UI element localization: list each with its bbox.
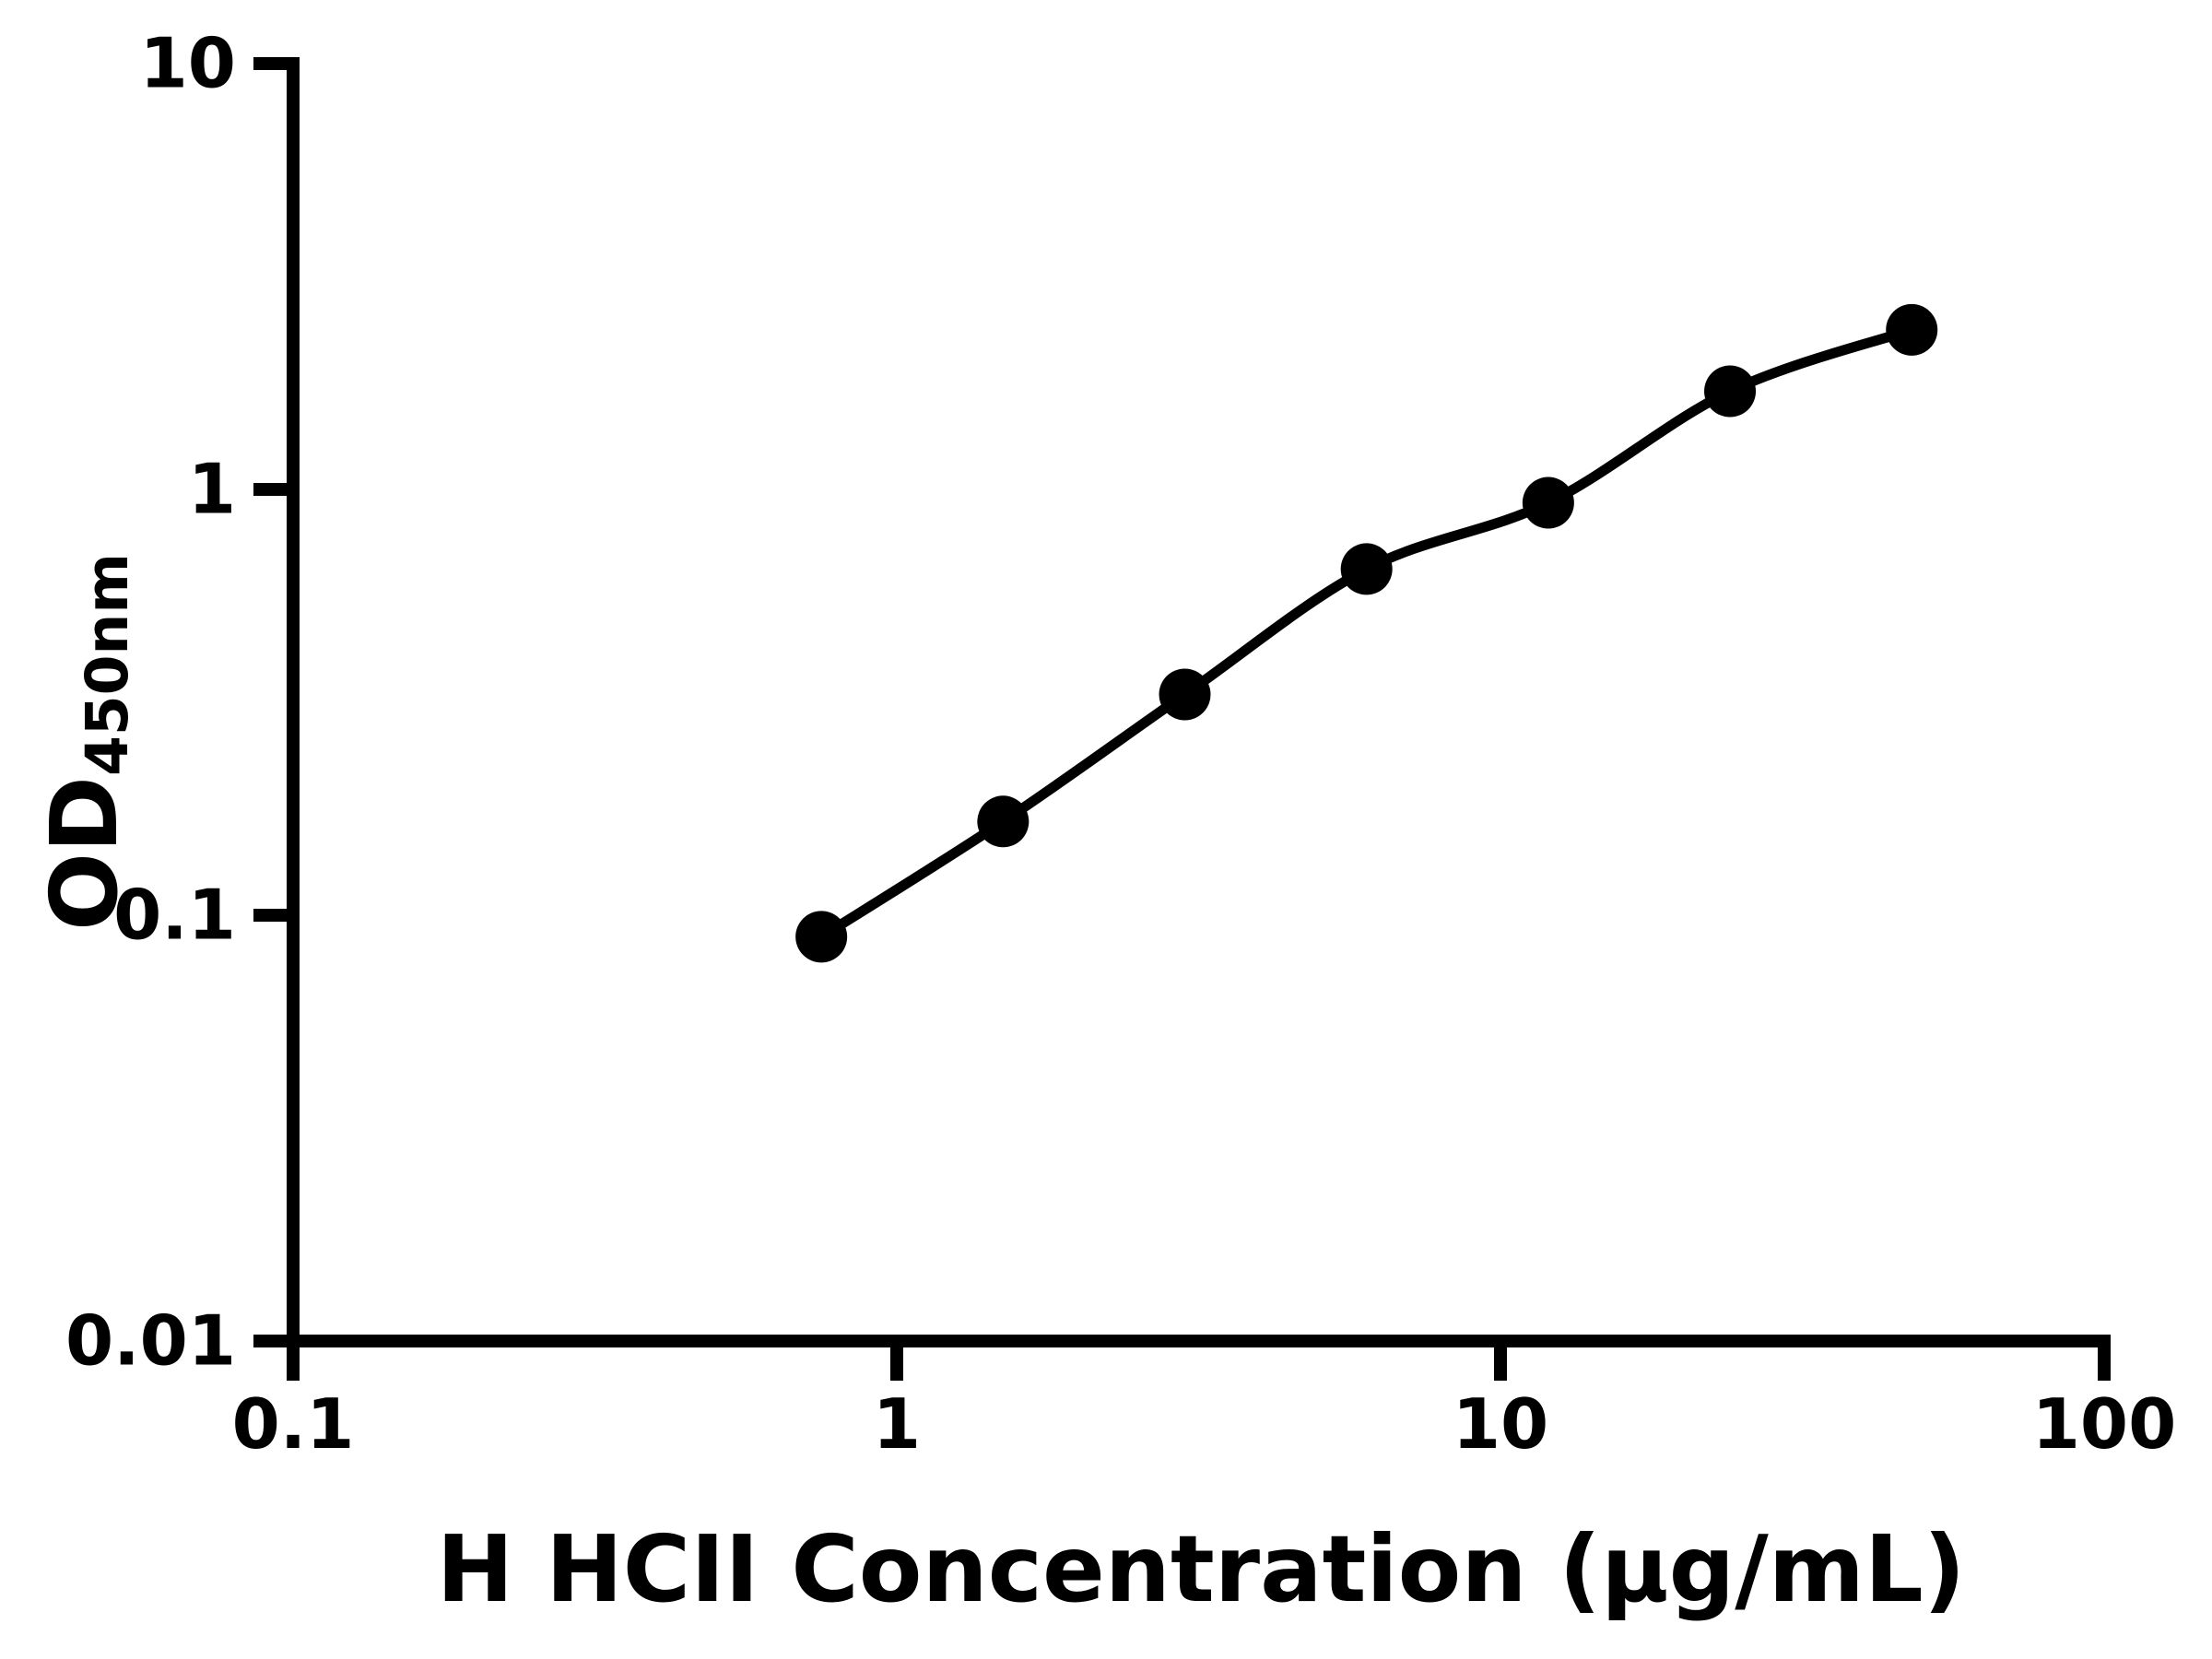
y-tick-label-10: 10 <box>139 22 236 104</box>
data-point-24 <box>1704 365 1757 418</box>
data-point-6 <box>1340 543 1393 595</box>
data-point-3 <box>1159 668 1211 721</box>
y-tick-label-1: 1 <box>187 448 236 530</box>
y-axis-title-subscript: 450nm <box>74 552 141 776</box>
x-tick-label-1: 1 <box>872 1383 922 1465</box>
y-tick-label-0.01: 0.01 <box>65 1300 236 1382</box>
x-tick-label-100: 100 <box>2031 1383 2177 1465</box>
standard-curve-line <box>818 324 1913 942</box>
y-tick-label-0.1: 0.1 <box>113 874 236 956</box>
data-point-0.75 <box>795 911 848 963</box>
y-axis-title-main: OD <box>30 775 138 932</box>
data-point-12 <box>1522 477 1574 529</box>
x-axis-title: H HCII Concentration (µg/mL) <box>436 1515 1966 1623</box>
x-tick-label-0.1: 0.1 <box>231 1383 355 1465</box>
data-point-1.5 <box>977 795 1030 848</box>
y-axis-title: OD450nm <box>30 553 141 931</box>
data-point-48 <box>1886 303 1938 356</box>
x-tick-label-10: 10 <box>1452 1383 1549 1465</box>
